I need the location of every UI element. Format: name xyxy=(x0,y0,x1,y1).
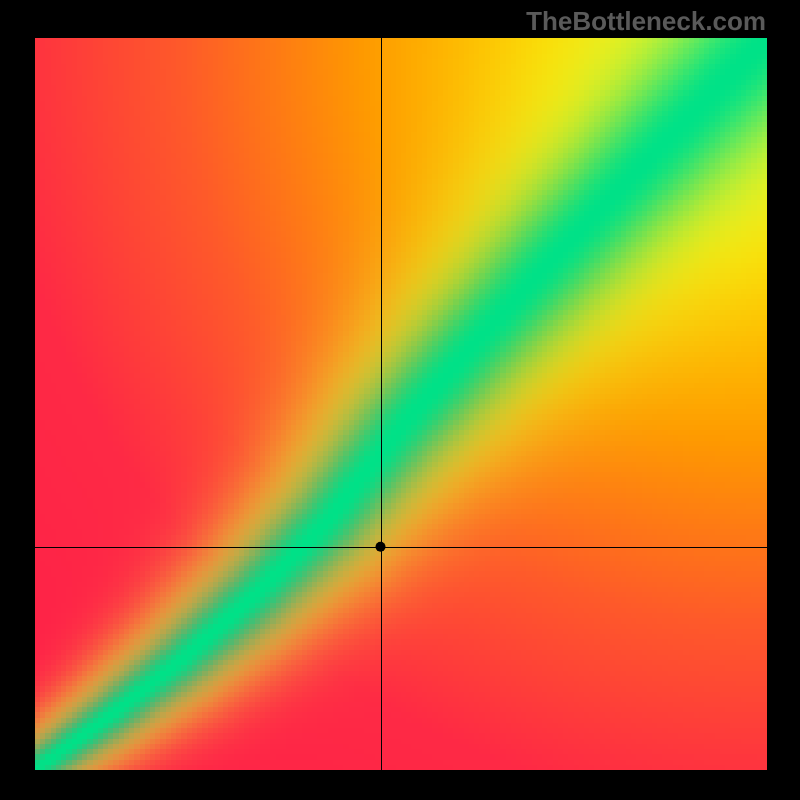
bottleneck-heatmap xyxy=(0,0,800,800)
watermark-text: TheBottleneck.com xyxy=(526,6,766,37)
